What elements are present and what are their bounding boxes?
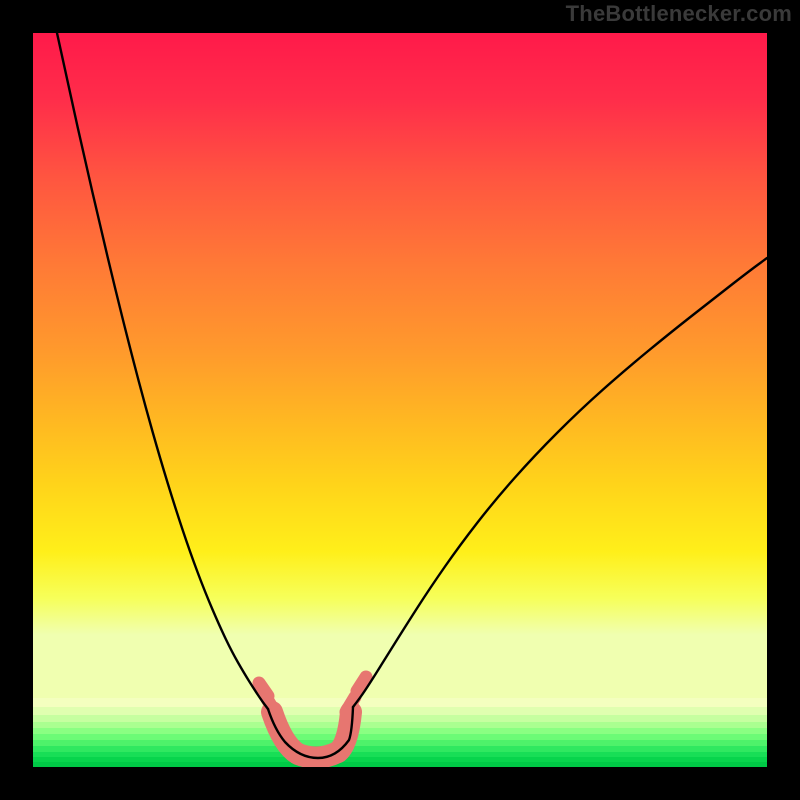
plot-area [33, 33, 767, 767]
bottleneck-chart [0, 0, 800, 800]
band-row [33, 715, 767, 722]
band-row [33, 707, 767, 715]
band-row [33, 752, 767, 757]
chart-stage: TheBottlenecker.com [0, 0, 800, 800]
band-row [33, 757, 767, 762]
watermark-text: TheBottlenecker.com [566, 1, 792, 27]
band-row [33, 762, 767, 767]
band-row [33, 728, 767, 734]
band-row [33, 734, 767, 740]
gradient-bg [33, 33, 767, 698]
band-row [33, 746, 767, 752]
band-row [33, 698, 767, 707]
band-row [33, 722, 767, 728]
band-row [33, 740, 767, 746]
